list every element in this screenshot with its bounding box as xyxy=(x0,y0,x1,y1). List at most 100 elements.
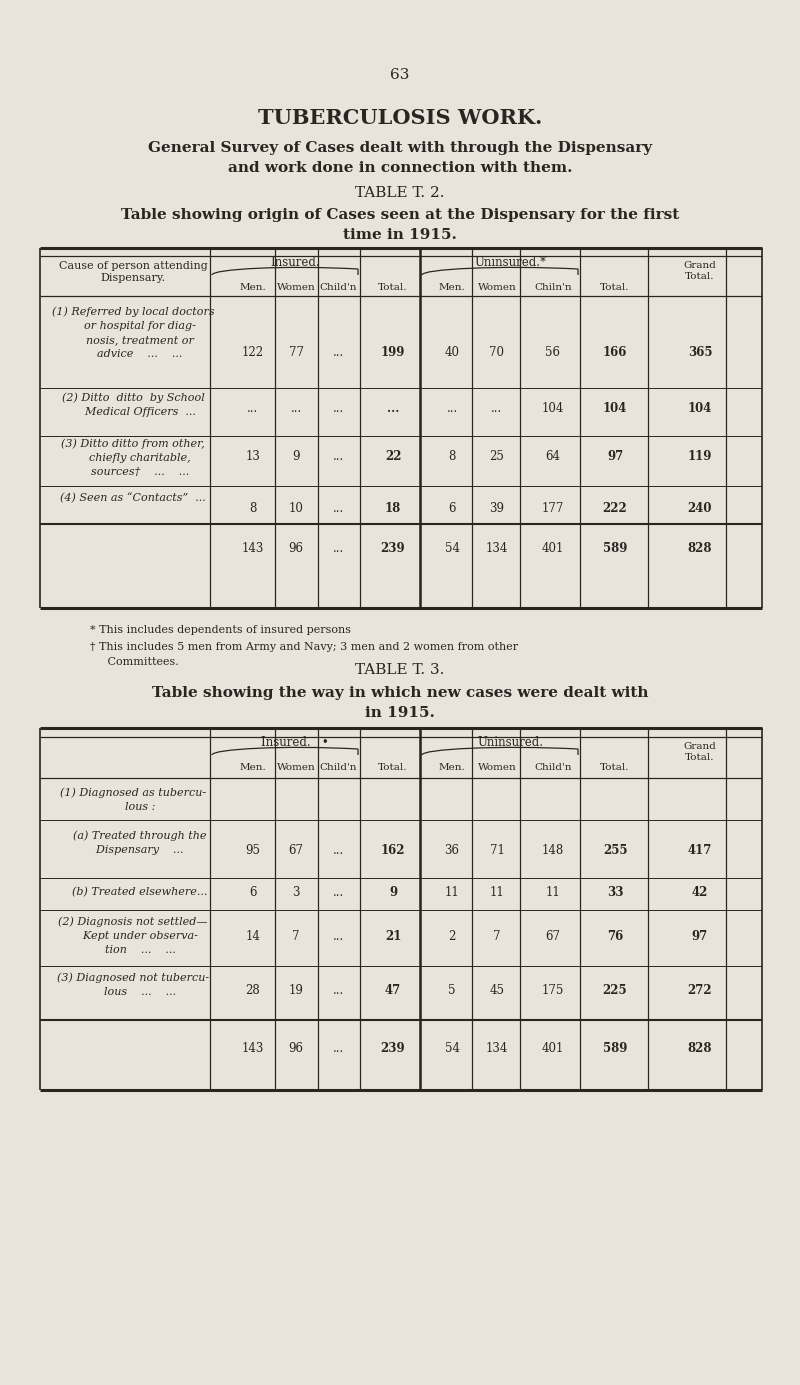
Text: 11: 11 xyxy=(445,886,459,899)
Text: 104: 104 xyxy=(603,402,627,414)
Text: TUBERCULOSIS WORK.: TUBERCULOSIS WORK. xyxy=(258,108,542,127)
Text: 104: 104 xyxy=(542,402,564,414)
Text: 828: 828 xyxy=(688,543,712,555)
Text: 42: 42 xyxy=(692,886,708,899)
Text: 166: 166 xyxy=(603,345,627,359)
Text: General Survey of Cases dealt with through the Dispensary: General Survey of Cases dealt with throu… xyxy=(148,141,652,155)
Text: 77: 77 xyxy=(289,345,303,359)
Text: Insured.: Insured. xyxy=(270,256,320,270)
Text: Women: Women xyxy=(478,763,516,773)
Text: 39: 39 xyxy=(490,501,505,514)
Text: 6: 6 xyxy=(250,886,257,899)
Text: 272: 272 xyxy=(688,983,712,996)
Text: 70: 70 xyxy=(490,345,505,359)
Text: ...: ... xyxy=(332,931,344,943)
Text: Dispensary    ...: Dispensary ... xyxy=(82,845,184,855)
Text: sources†    ...    ...: sources† ... ... xyxy=(77,467,189,476)
Text: Grand
Total.: Grand Total. xyxy=(683,742,717,762)
Text: 19: 19 xyxy=(289,983,303,996)
Text: 3: 3 xyxy=(292,886,300,899)
Text: 122: 122 xyxy=(242,345,264,359)
Text: Kept under observa-: Kept under observa- xyxy=(69,931,198,940)
Text: Chiln'n: Chiln'n xyxy=(534,284,572,292)
Text: * This includes dependents of insured persons: * This includes dependents of insured pe… xyxy=(90,625,351,634)
Text: Total.: Total. xyxy=(600,763,630,773)
Text: 239: 239 xyxy=(381,543,406,555)
Text: † This includes 5 men from Army and Navy; 3 men and 2 women from other: † This includes 5 men from Army and Navy… xyxy=(90,643,518,652)
Text: (1) Referred by local doctors: (1) Referred by local doctors xyxy=(52,306,214,317)
Text: Total.: Total. xyxy=(378,763,408,773)
Text: Insured.   •: Insured. • xyxy=(261,737,329,749)
Text: Men.: Men. xyxy=(240,284,266,292)
Text: Total.: Total. xyxy=(378,284,408,292)
Text: 177: 177 xyxy=(542,501,564,514)
Text: 14: 14 xyxy=(246,931,261,943)
Text: (3) Diagnosed not tubercu-: (3) Diagnosed not tubercu- xyxy=(57,972,209,983)
Text: 143: 143 xyxy=(242,543,264,555)
Text: 5: 5 xyxy=(448,983,456,996)
Text: 222: 222 xyxy=(602,501,627,514)
Text: Child'n: Child'n xyxy=(319,284,357,292)
Text: Men.: Men. xyxy=(438,284,466,292)
Text: 365: 365 xyxy=(688,345,712,359)
Text: 56: 56 xyxy=(546,345,561,359)
Text: 10: 10 xyxy=(289,501,303,514)
Text: 21: 21 xyxy=(385,931,401,943)
Text: ...: ... xyxy=(332,543,344,555)
Text: Women: Women xyxy=(277,284,315,292)
Text: lous :: lous : xyxy=(111,802,155,812)
Text: 199: 199 xyxy=(381,345,405,359)
Text: 67: 67 xyxy=(289,843,303,856)
Text: 71: 71 xyxy=(490,843,505,856)
Text: Women: Women xyxy=(478,284,516,292)
Text: 8: 8 xyxy=(250,501,257,514)
Text: 401: 401 xyxy=(542,543,564,555)
Text: 40: 40 xyxy=(445,345,459,359)
Text: 36: 36 xyxy=(445,843,459,856)
Text: (a) Treated through the: (a) Treated through the xyxy=(59,831,206,841)
Text: 13: 13 xyxy=(246,450,261,463)
Text: 239: 239 xyxy=(381,1042,406,1054)
Text: 162: 162 xyxy=(381,843,406,856)
Text: 18: 18 xyxy=(385,501,401,514)
Text: Cause of person attending
Dispensary.: Cause of person attending Dispensary. xyxy=(58,262,207,283)
Text: 47: 47 xyxy=(385,983,401,996)
Text: 96: 96 xyxy=(289,1042,303,1054)
Text: 11: 11 xyxy=(546,886,560,899)
Text: 95: 95 xyxy=(246,843,261,856)
Text: time in 1915.: time in 1915. xyxy=(343,229,457,242)
Text: 148: 148 xyxy=(542,843,564,856)
Text: 417: 417 xyxy=(688,843,712,856)
Text: ...: ... xyxy=(387,402,399,414)
Text: Medical Officers  ...: Medical Officers ... xyxy=(70,407,195,417)
Text: Table showing the way in which new cases were dealt with: Table showing the way in which new cases… xyxy=(152,686,648,699)
Text: in 1915.: in 1915. xyxy=(365,706,435,720)
Text: 2: 2 xyxy=(448,931,456,943)
Text: ...: ... xyxy=(247,402,258,414)
Text: ...: ... xyxy=(332,983,344,996)
Text: 134: 134 xyxy=(486,543,508,555)
Text: 28: 28 xyxy=(246,983,260,996)
Text: Uninsured.*: Uninsured.* xyxy=(474,256,546,270)
Text: 7: 7 xyxy=(494,931,501,943)
Text: 63: 63 xyxy=(390,68,410,82)
Text: 589: 589 xyxy=(603,543,627,555)
Text: (3) Ditto ditto from other,: (3) Ditto ditto from other, xyxy=(61,439,205,449)
Text: 401: 401 xyxy=(542,1042,564,1054)
Text: 240: 240 xyxy=(688,501,712,514)
Text: 54: 54 xyxy=(445,543,459,555)
Text: 175: 175 xyxy=(542,983,564,996)
Text: 7: 7 xyxy=(292,931,300,943)
Text: 76: 76 xyxy=(607,931,623,943)
Text: ...: ... xyxy=(332,886,344,899)
Text: 97: 97 xyxy=(607,450,623,463)
Text: 8: 8 xyxy=(448,450,456,463)
Text: 33: 33 xyxy=(606,886,623,899)
Text: 96: 96 xyxy=(289,543,303,555)
Text: 828: 828 xyxy=(688,1042,712,1054)
Text: TABLE T. 2.: TABLE T. 2. xyxy=(355,186,445,199)
Text: ...: ... xyxy=(332,345,344,359)
Text: advice    ...    ...: advice ... ... xyxy=(83,349,182,359)
Text: 255: 255 xyxy=(602,843,627,856)
Text: or hospital for diag-: or hospital for diag- xyxy=(70,321,196,331)
